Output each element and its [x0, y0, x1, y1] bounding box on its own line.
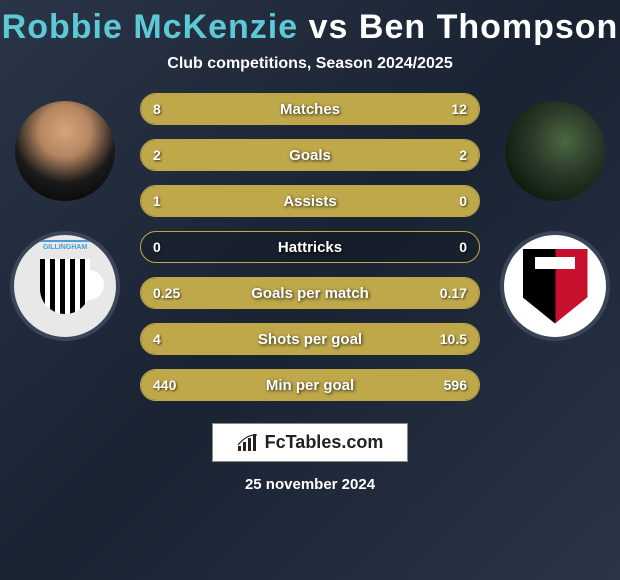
stat-value-right: 12 [451, 101, 467, 117]
badge2-shield-icon [523, 249, 588, 324]
comparison-card: Robbie McKenzie vs Ben Thompson Club com… [0, 0, 620, 580]
stats-bars: 8 12 Matches 2 2 Goals 1 0 Assists 0 0 Hattricks 0.2… [140, 93, 480, 401]
stat-value-right: 0.17 [440, 285, 467, 301]
stat-value-right: 2 [459, 147, 467, 163]
right-avatars [500, 101, 610, 341]
logo-text: FcTables.com [265, 432, 384, 453]
stat-label: Hattricks [278, 239, 342, 256]
stat-row: 4 10.5 Shots per goal [140, 323, 480, 355]
title: Robbie McKenzie vs Ben Thompson [0, 8, 620, 47]
date: 25 november 2024 [245, 476, 375, 493]
stat-value-left: 4 [153, 331, 161, 347]
bar-right [310, 140, 479, 170]
stat-row: 0 0 Hattricks [140, 231, 480, 263]
stat-label: Goals per match [251, 285, 369, 302]
bars-icon [237, 434, 259, 452]
stat-value-left: 1 [153, 193, 161, 209]
player1-name: Robbie McKenzie [2, 8, 298, 46]
vs-text: vs [309, 8, 349, 46]
stat-value-right: 596 [444, 377, 467, 393]
player2-photo [505, 101, 605, 201]
stat-value-right: 0 [459, 193, 467, 209]
left-avatars: GILLINGHAM [10, 101, 120, 341]
subtitle: Club competitions, Season 2024/2025 [0, 55, 620, 73]
footer: FcTables.com 25 november 2024 [0, 423, 620, 493]
bar-left [141, 140, 310, 170]
stat-label: Matches [280, 101, 340, 118]
stat-label: Goals [289, 147, 331, 164]
stat-row: 0.25 0.17 Goals per match [140, 277, 480, 309]
fctables-logo: FcTables.com [212, 423, 409, 462]
stat-row: 2 2 Goals [140, 139, 480, 171]
stat-value-left: 2 [153, 147, 161, 163]
stat-value-left: 0 [153, 239, 161, 255]
stat-row: 440 596 Min per goal [140, 369, 480, 401]
stat-value-left: 8 [153, 101, 161, 117]
badge1-text: GILLINGHAM [19, 240, 111, 260]
stat-label: Assists [283, 193, 336, 210]
player1-club-badge: GILLINGHAM [10, 231, 120, 341]
player2-name: Ben Thompson [359, 8, 618, 46]
bar-left [141, 94, 276, 124]
stat-label: Min per goal [266, 377, 354, 394]
stat-value-left: 0.25 [153, 285, 180, 301]
stat-value-right: 10.5 [440, 331, 467, 347]
stat-row: 8 12 Matches [140, 93, 480, 125]
stat-value-right: 0 [459, 239, 467, 255]
stat-value-left: 440 [153, 377, 176, 393]
content-area: GILLINGHAM 8 12 Matches 2 2 Goals 1 0 Assists 0 0 H… [0, 93, 620, 401]
stat-label: Shots per goal [258, 331, 362, 348]
stat-row: 1 0 Assists [140, 185, 480, 217]
player2-club-badge [500, 231, 610, 341]
player1-photo [15, 101, 115, 201]
badge1-stripes-icon [40, 259, 90, 314]
